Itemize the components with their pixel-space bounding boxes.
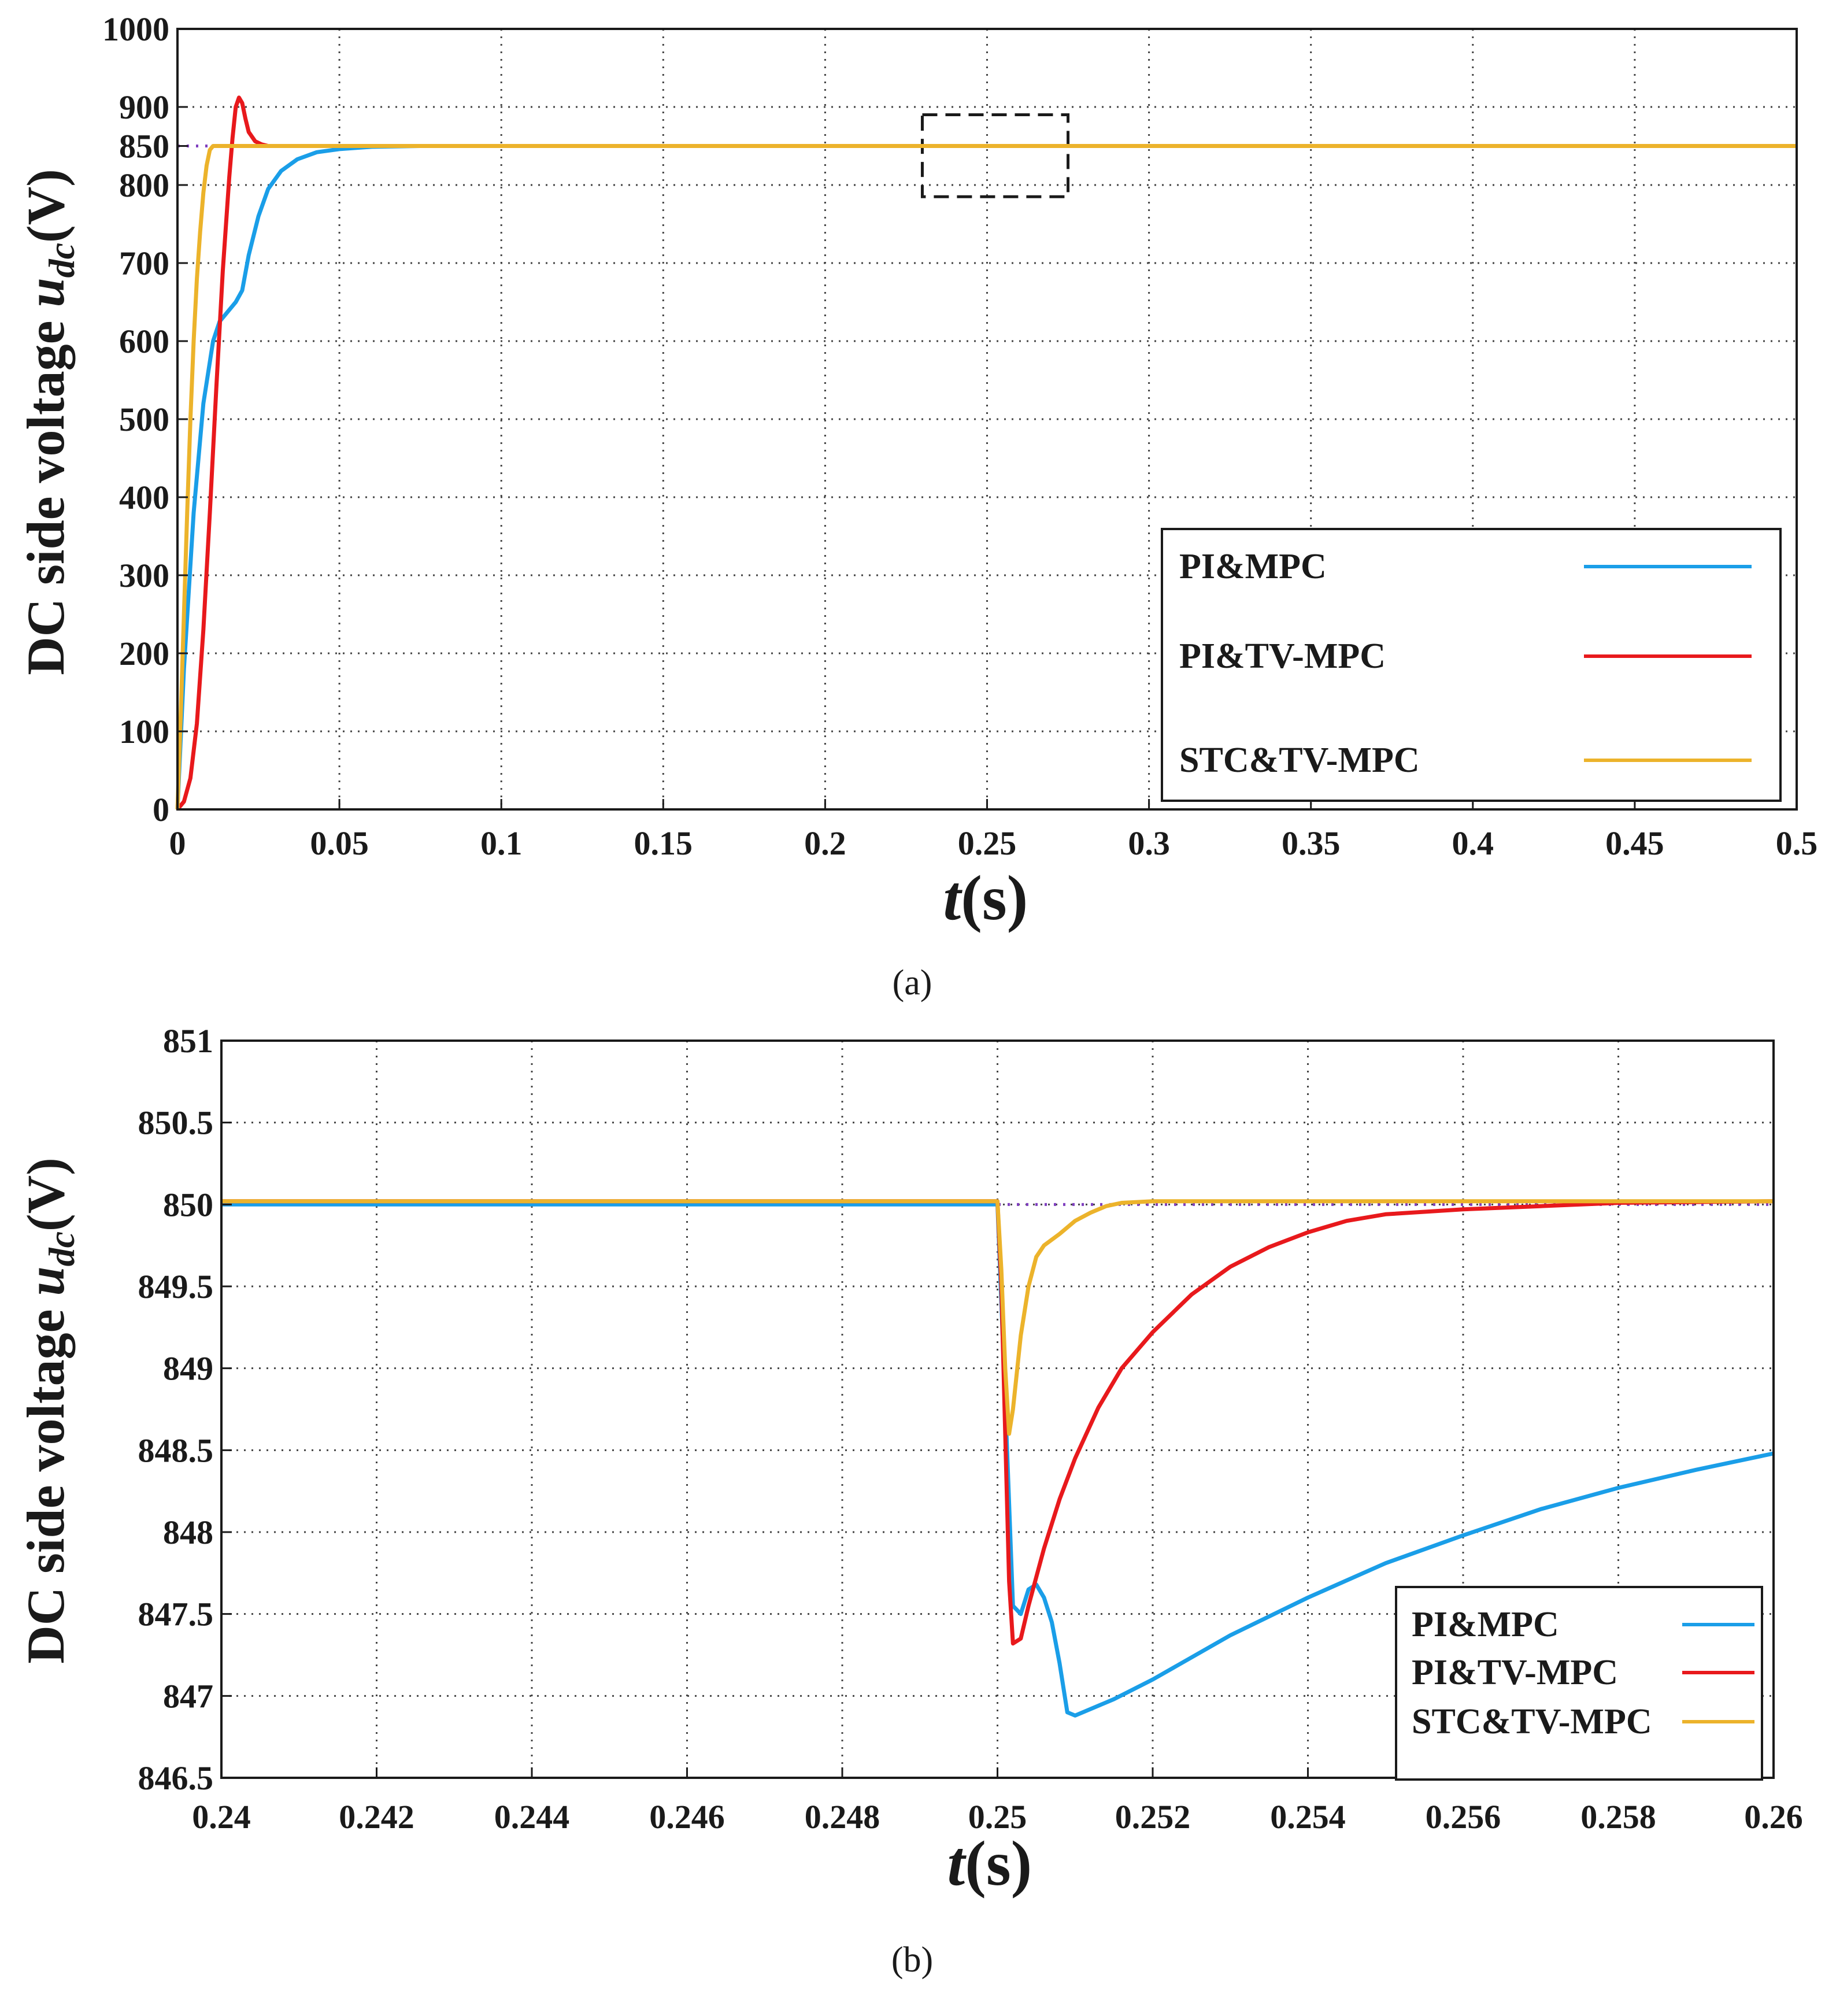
x-tick-label: 0.254 [1270,1798,1346,1836]
x-tick-label: 0.248 [805,1798,880,1836]
y-axis-label-subscript: dc [41,243,82,278]
y-tick-label: 1000 [102,10,169,48]
y-tick-label: 849 [163,1350,213,1388]
x-tick-label: 0.246 [649,1798,725,1836]
y-tick-label: 200 [119,635,169,672]
x-axis-label-unit: (s) [961,863,1028,933]
series-line-pi_mpc [221,1202,1774,1718]
y-tick-label: 300 [119,557,169,594]
x-tick-label: 0.258 [1580,1798,1656,1836]
legend: PI&MPC PI&TV-MPC STC&TV-MPC [1161,528,1782,802]
x-tick-label: 0.1 [480,824,523,862]
x-axis-label: t(s) [947,1828,1032,1899]
y-tick-label: 851 [163,1022,213,1060]
y-axis-label-subscript: dc [41,1231,82,1266]
y-tick-label: 850.5 [138,1104,214,1142]
y-tick-label: 850 [119,128,169,165]
x-tick-label: 0.24 [192,1798,251,1836]
y-axis-label: DC side voltage udc(V) [16,169,82,675]
x-axis-label-variable: t [947,1828,967,1899]
x-tick-label: 0.5 [1776,824,1818,862]
x-tick-label: 0.256 [1426,1798,1501,1836]
x-axis-label-variable: t [943,863,963,933]
legend-box [1395,1586,1763,1781]
caption: (a) [893,963,932,1003]
y-tick-label: 847 [163,1677,213,1715]
x-tick-label: 0.242 [339,1798,414,1836]
x-tick-label: 0.3 [1128,824,1170,862]
series-line-stc_tv_mpc [221,1199,1774,1436]
legend-label-pi_tv_mpc: PI&TV-MPC [1179,637,1386,676]
x-tick-label: 0.252 [1115,1798,1191,1836]
y-axis-label-variable: u [16,1266,75,1296]
series-pi_mpc [221,1202,1774,1718]
y-tick-label: 847.5 [138,1596,214,1633]
legend-label-pi_tv_mpc: PI&TV-MPC [1412,1653,1618,1692]
x-tick-label: 0.4 [1452,824,1494,862]
y-tick-label: 400 [119,479,169,516]
x-tick-label: 0.05 [310,824,369,862]
legend-label-stc_tv_mpc: STC&TV-MPC [1179,741,1420,780]
x-tick-label: 0.25 [958,824,1017,862]
chart-b: 0.24 0.242 0.244 0.246 0.248 0.25 0.252 0.254 0.… [16,1022,1803,1980]
x-tick-label: 0.244 [494,1798,570,1836]
y-tick-label: 100 [119,713,169,750]
y-axis-label: DC side voltage udc(V) [16,1157,82,1664]
series-pi_tv_mpc [176,95,1797,811]
y-axis-label-unit: (V) [16,169,75,243]
zoom-region-box [920,113,1070,198]
y-tick-label: 848 [163,1514,213,1551]
y-axis-label-variable: u [16,278,75,307]
y-tick-label: 846.5 [138,1759,214,1797]
y-tick-label: 800 [119,167,169,204]
series-stc_tv_mpc [175,144,1797,810]
y-tick-label: 850 [163,1186,213,1223]
legend-label-stc_tv_mpc: STC&TV-MPC [1412,1702,1652,1741]
legend-label-pi_mpc: PI&MPC [1179,547,1327,586]
legend-box [1161,528,1782,802]
x-tick-label: 0.25 [968,1798,1027,1836]
series-line-stc_tv_mpc [175,144,1797,810]
y-tick-label: 0 [153,791,169,828]
x-tick-label: 0.2 [804,824,846,862]
legend: PI&MPC PI&TV-MPC STC&TV-MPC [1395,1586,1763,1781]
y-tick-label: 600 [119,323,169,360]
y-tick-label: 900 [119,88,169,126]
chart-a: 0 0.05 0.1 0.15 0.2 0.25 0.3 0.35 0.4 0.45 0.5 0 100… [16,10,1817,1003]
x-axis-label: t(s) [943,863,1028,933]
series-stc_tv_mpc [221,1199,1774,1436]
y-axis-label-unit: (V) [16,1157,75,1231]
x-tick-label: 0.15 [634,824,693,862]
x-tick-label: 0.45 [1605,824,1664,862]
series-pi_tv_mpc [221,1199,1774,1646]
x-tick-label: 0.26 [1744,1798,1803,1836]
y-tick-label: 849.5 [138,1268,214,1305]
y-tick-label: 500 [119,401,169,438]
x-tick-label: 0.35 [1282,824,1341,862]
series-line-pi_tv_mpc [176,95,1797,811]
y-axis-label-text: DC side voltage [16,308,75,675]
caption: (b) [891,1940,933,1980]
y-axis-label-text: DC side voltage [16,1296,75,1664]
y-tick-label: 848.5 [138,1431,214,1469]
x-axis-label-unit: (s) [965,1828,1032,1899]
legend-label-pi_mpc: PI&MPC [1412,1605,1559,1644]
series-line-pi_tv_mpc [221,1199,1774,1646]
y-tick-label: 700 [119,245,169,282]
x-tick-label: 0 [169,824,186,862]
